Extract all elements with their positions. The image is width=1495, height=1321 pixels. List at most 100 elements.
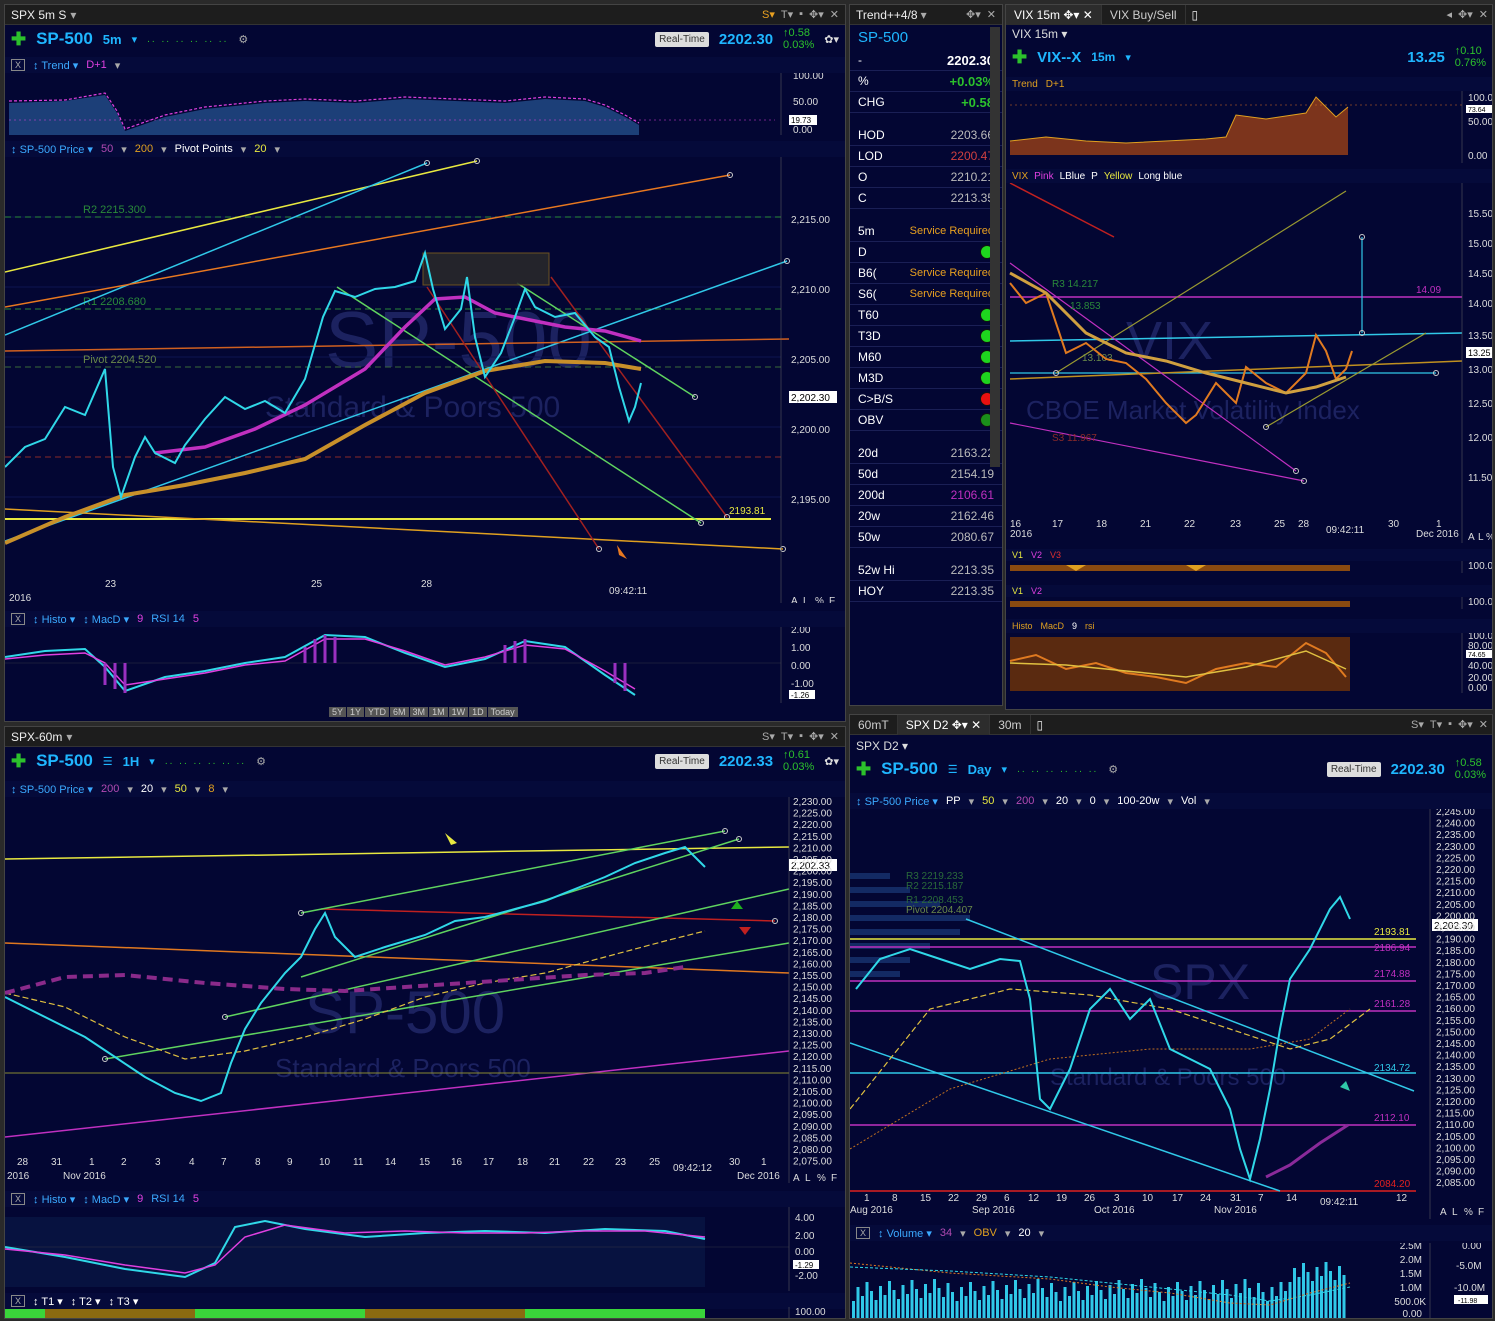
param[interactable]: 50 (174, 783, 187, 795)
tab-vix-15m[interactable]: VIX 15m ✥▾ ✕ (1006, 5, 1102, 25)
symbol-input[interactable]: SP-500 (36, 751, 93, 770)
scale-button[interactable]: A (793, 1173, 800, 1183)
panel-title[interactable]: SPX-60m (11, 729, 63, 744)
obv-study-label[interactable]: OBV (973, 1227, 997, 1239)
scrollbar[interactable] (990, 27, 1000, 467)
histo-label[interactable]: Histo (1012, 621, 1033, 631)
price-study-label[interactable]: ↕ SP-500 Price ▾ (856, 795, 938, 808)
link-icon[interactable]: S▾ (762, 731, 775, 743)
move-icon[interactable]: ✥▾ (966, 9, 981, 21)
panel-titlebar[interactable]: SPX-60m ▾ S▾ T▾ ▪ ✥▾ ✕ (5, 727, 845, 747)
chevron-down-icon[interactable]: ▾ (131, 33, 138, 46)
link-icon[interactable]: ◂ (1446, 9, 1453, 21)
link-icon[interactable]: S▾ (762, 9, 775, 21)
add-icon[interactable]: ✚ (1012, 46, 1028, 67)
tools-icon[interactable]: ⚙ (238, 33, 249, 46)
quote-title[interactable]: Trend++4/8 (856, 7, 918, 22)
param[interactable]: 20 (140, 783, 154, 795)
histo-study-label[interactable]: ↕ Histo ▾ (33, 613, 76, 626)
close-icon[interactable]: ✕ (1478, 9, 1488, 21)
macd-study-label[interactable]: ↕ MacD ▾ (83, 1193, 130, 1206)
pivot-study-label[interactable]: Pivot Points (174, 143, 233, 155)
scale-button[interactable]: L (805, 1173, 811, 1183)
symbol-input[interactable]: SP-500 (36, 29, 93, 48)
t3-label[interactable]: ↕ T3 ▾ (108, 1295, 139, 1308)
obv-param[interactable]: 20 (1018, 1227, 1031, 1239)
scale-button[interactable]: F (829, 596, 835, 603)
scale-button[interactable]: L (803, 596, 809, 603)
chevron-down-icon[interactable]: ▾ (1001, 763, 1008, 776)
volume-study-label[interactable]: ↕ Volume ▾ (878, 1227, 932, 1240)
scale-button[interactable]: A (791, 596, 798, 603)
interval-select[interactable]: 15m (1091, 50, 1116, 64)
macd-study-label[interactable]: ↕ MacD ▾ (83, 613, 130, 626)
range-button[interactable]: Today (487, 707, 518, 717)
pink-label[interactable]: Pink (1034, 170, 1054, 182)
chevron-down-icon[interactable]: ▾ (66, 729, 73, 744)
range-button[interactable]: 1D (469, 707, 487, 717)
param[interactable]: PP (945, 795, 961, 807)
volume-param[interactable]: 34 (939, 1227, 953, 1239)
close-icon[interactable]: ✕ (986, 9, 996, 21)
param[interactable]: 50 (982, 795, 995, 807)
price-study-label[interactable]: ↕ SP-500 Price ▾ (11, 143, 93, 156)
histo-study-label[interactable]: ↕ Histo ▾ (33, 1193, 76, 1206)
v2-label[interactable]: V2 (1031, 586, 1043, 596)
close-icon[interactable]: ✕ (829, 731, 839, 743)
t2-label[interactable]: ↕ T2 ▾ (70, 1295, 101, 1308)
move-icon[interactable]: ✥▾ (809, 731, 824, 743)
drawing-tools[interactable]: .. .. .. .. .. .. (147, 33, 229, 45)
rsi-study-label[interactable]: RSI 14 (151, 1193, 185, 1205)
range-button[interactable]: 5Y (329, 707, 347, 717)
list-icon[interactable]: ☰ (102, 755, 113, 768)
trend-study-param[interactable]: D+1 (1045, 78, 1065, 90)
scale-button[interactable]: F (831, 1173, 837, 1183)
param[interactable]: 200 (100, 783, 120, 795)
scale-button[interactable]: L (1452, 1207, 1458, 1218)
scale-button[interactable]: A (1468, 532, 1475, 543)
scale-button[interactable]: % (1486, 532, 1493, 543)
scale-button[interactable]: F (1478, 1207, 1484, 1218)
range-button[interactable]: 1W (448, 707, 469, 717)
move-icon[interactable]: ✥▾ (1458, 719, 1473, 731)
interval-select[interactable]: Day (967, 761, 992, 777)
scale-button[interactable]: % (817, 1173, 826, 1183)
scale-button[interactable]: L (1478, 532, 1484, 543)
close-study-button[interactable]: X (11, 1295, 26, 1307)
move-icon[interactable]: ✥▾ (1458, 9, 1473, 21)
close-study-button[interactable]: X (11, 613, 26, 625)
range-button[interactable]: 1M (429, 707, 448, 717)
trend-study-param[interactable]: D+1 (86, 59, 107, 71)
yellow-label[interactable]: Yellow (1103, 170, 1133, 182)
link-icon[interactable]: S▾ (1411, 719, 1424, 731)
add-icon[interactable]: ✚ (856, 758, 872, 779)
ma-200-param[interactable]: 200 (134, 143, 154, 155)
template-icon[interactable]: T▾ (780, 9, 794, 21)
tab-vix-buysell[interactable]: VIX Buy/Sell (1102, 5, 1186, 25)
template-icon[interactable]: T▾ (780, 731, 794, 743)
macd-param[interactable]: 9 (137, 613, 144, 625)
panel-titlebar[interactable]: SPX 5m S ▾ S▾ T▾ ▪ ✥▾ ✕ (5, 5, 845, 25)
price-study-label[interactable]: ↕ SP-500 Price ▾ (11, 783, 93, 796)
panel-title[interactable]: SPX 5m S (11, 7, 67, 22)
chevron-down-icon[interactable]: ▾ (149, 755, 155, 768)
range-button[interactable]: 6M (390, 707, 409, 717)
rsi-param[interactable]: 5 (192, 1193, 199, 1205)
macd-param[interactable]: 9 (1072, 621, 1078, 631)
interval-select[interactable]: 1H (122, 753, 140, 769)
settings-icon[interactable]: ✿▾ (824, 755, 839, 768)
range-button[interactable]: 1Y (347, 707, 365, 717)
ma-50-param[interactable]: 50 (100, 143, 114, 155)
rsi-param[interactable]: 5 (192, 613, 199, 625)
template-icon[interactable]: T▾ (1429, 719, 1443, 731)
move-icon[interactable]: ✥▾ (809, 9, 824, 21)
new-tab-icon[interactable]: ▯ (1191, 7, 1199, 22)
tab-60mt[interactable]: 60mT (850, 715, 898, 735)
tools-icon[interactable]: ⚙ (256, 755, 266, 768)
list-icon[interactable]: ☰ (947, 763, 958, 776)
quote-titlebar[interactable]: Trend++4/8 ▾ ✥▾ ✕ (850, 5, 1002, 25)
param[interactable]: 8 (208, 783, 215, 795)
trend-study-label[interactable]: ↕ Trend ▾ (33, 59, 79, 72)
symbol-input[interactable]: SP-500 (881, 759, 938, 778)
v3-label[interactable]: V3 (1050, 550, 1062, 560)
